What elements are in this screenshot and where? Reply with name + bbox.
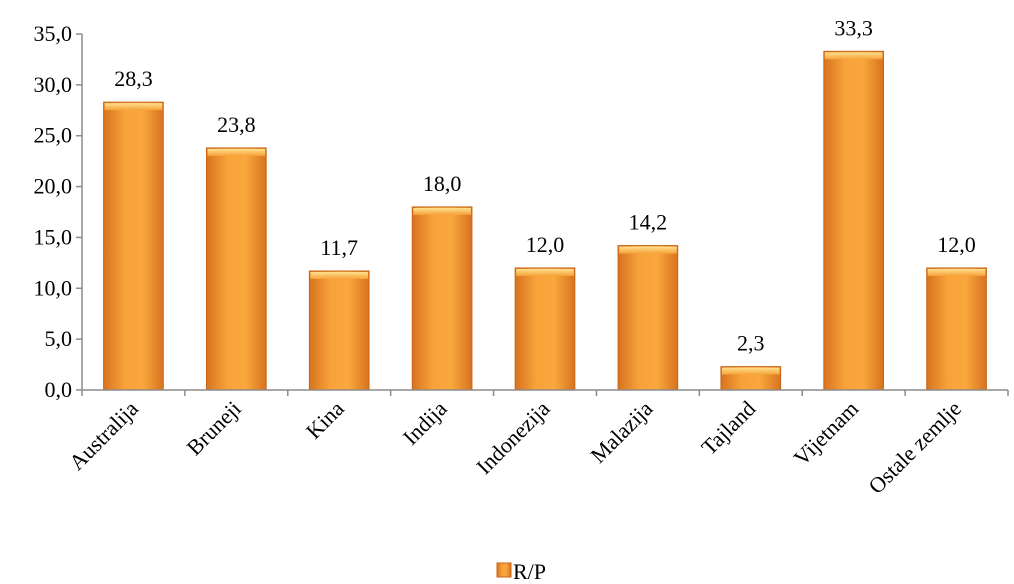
bars-group: 28,3 23,8 11,7 18,0 12,0 14,2 2,3 33,3 12,0 (103, 15, 987, 391)
legend-swatch-rp (496, 562, 512, 578)
x-category-label: Vijetnam (789, 396, 864, 471)
bar-body (823, 50, 885, 391)
bar-body (926, 267, 987, 391)
bar-cap (207, 148, 266, 156)
x-category-label: Kina (301, 396, 349, 444)
y-tick-label: 30,0 (34, 72, 73, 97)
bar-body (617, 245, 679, 391)
y-tick-label: 15,0 (34, 224, 73, 249)
x-category-label: Indija (398, 396, 452, 450)
legend: R/P (496, 559, 546, 584)
data-label: 11,7 (320, 235, 358, 260)
data-label: 23,8 (217, 112, 256, 137)
y-axis: 0,0 5,0 10,0 15,0 20,0 25,0 30,0 35,0 (34, 21, 83, 402)
bar-australija: 28,3 (103, 66, 164, 391)
x-category-label: Malazija (585, 396, 657, 468)
x-axis: Australija Bruneji Kina Indija Indonezija Mal… (64, 389, 1009, 499)
y-tick-label: 25,0 (34, 123, 73, 148)
bar-indonezija: 12,0 (514, 232, 576, 391)
bar-cap (824, 52, 883, 60)
data-label: 33,3 (834, 15, 873, 40)
x-category-label: Ostale zemlje (863, 396, 966, 499)
bar-bruneji: 23,8 (205, 112, 267, 391)
y-tick-label: 20,0 (34, 174, 73, 199)
bar-body (205, 147, 267, 391)
y-tick-label: 35,0 (34, 21, 73, 46)
bar-indija: 18,0 (411, 171, 473, 391)
y-tick-label: 5,0 (45, 326, 73, 351)
x-category-label: Australija (64, 396, 143, 475)
bar-body (411, 206, 473, 391)
data-label: 28,3 (114, 66, 153, 91)
y-tick-label: 10,0 (34, 275, 73, 300)
bar-vijetnam: 33,3 (823, 15, 885, 391)
data-label: 2,3 (737, 331, 765, 356)
data-label: 14,2 (629, 210, 668, 235)
bar-cap (927, 268, 986, 276)
y-tick-label: 0,0 (45, 377, 73, 402)
bar-cap (619, 246, 677, 254)
bar-cap (413, 207, 471, 215)
bar-body (103, 101, 164, 391)
bar-tajland: 2,3 (720, 331, 782, 391)
x-category-label: Indonezija (471, 396, 554, 479)
bar-cap (516, 268, 574, 276)
data-label: 12,0 (937, 232, 976, 257)
bar-body (514, 267, 576, 391)
bar-cap (310, 271, 369, 279)
data-label: 18,0 (423, 171, 462, 196)
bar-ostale-zemlje: 12,0 (926, 232, 987, 391)
bar-body (308, 270, 370, 391)
data-label: 12,0 (526, 232, 565, 257)
legend-label-rp: R/P (513, 559, 546, 584)
bar-cap (721, 367, 780, 375)
bar-malazija: 14,2 (617, 210, 679, 391)
x-category-label: Bruneji (182, 396, 246, 460)
x-category-label: Tajland (696, 396, 760, 460)
bar-cap (104, 103, 163, 111)
bar-kina: 11,7 (308, 235, 370, 391)
